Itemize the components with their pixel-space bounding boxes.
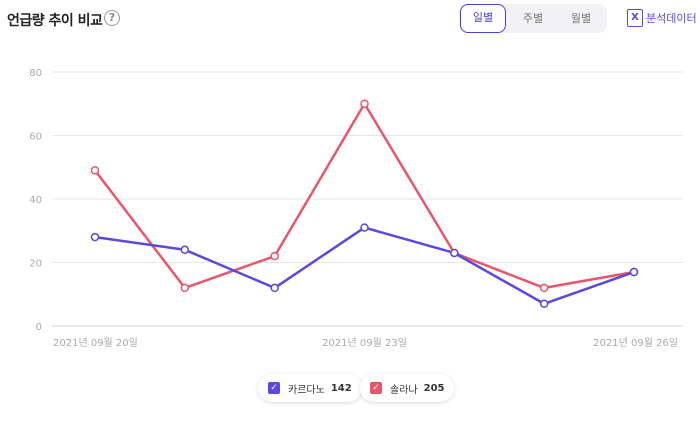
data-point <box>629 267 639 277</box>
checkbox-icon: ✓ <box>268 382 280 394</box>
x-tick-label: 2021년 09월 23일 <box>322 337 407 349</box>
tab-weekly[interactable]: 주별 <box>522 12 544 25</box>
data-point <box>360 99 369 108</box>
series-line <box>94 102 635 290</box>
excel-icon: X <box>627 9 643 27</box>
analysis-data-label: 분석데이터 <box>646 12 697 25</box>
y-tick-label: 80 <box>29 68 42 79</box>
legend-count: 205 <box>423 382 445 394</box>
data-point <box>360 223 369 232</box>
y-tick-label: 60 <box>29 132 42 143</box>
x-tick-label: 2021년 09월 20일 <box>53 337 138 349</box>
legend-item-series-2[interactable]: ✓ 솔라나 205 <box>360 374 455 402</box>
legend-item-series-1[interactable]: ✓ 카르다노 142 <box>258 374 362 402</box>
y-tick-label: 20 <box>29 259 42 270</box>
data-point <box>90 166 100 175</box>
period-tab-group: 일별 주별 월별 <box>459 4 607 33</box>
tab-monthly[interactable]: 월별 <box>570 12 592 25</box>
legend-label: 카르다노 <box>288 384 325 396</box>
line-chart: 0 20 40 60 80 2021년 09월 20일 2021년 09월 23일 2021년… <box>29 68 683 349</box>
data-point <box>270 251 279 261</box>
data-point <box>90 232 100 242</box>
data-point <box>539 299 549 309</box>
page-title: 언급량 추이 비교 <box>7 13 103 29</box>
x-tick-label: 2021년 09월 26일 <box>593 337 678 349</box>
data-point <box>539 283 549 293</box>
data-point <box>450 248 459 258</box>
help-icon[interactable]: ? <box>104 10 120 26</box>
legend-count: 142 <box>330 382 352 394</box>
y-tick-label: 40 <box>29 195 42 206</box>
analysis-data-button[interactable]: X 분석데이터 <box>627 8 697 28</box>
series-line <box>94 226 635 306</box>
data-point <box>180 283 190 293</box>
tab-daily[interactable]: 일별 <box>460 4 506 33</box>
chart-header: 언급량 추이 비교 ? 일별 주별 월별 X 분석데이터 <box>0 0 700 40</box>
data-point <box>180 245 190 255</box>
y-tick-label: 0 <box>36 322 42 333</box>
checkbox-icon: ✓ <box>370 382 382 394</box>
data-point <box>270 283 279 293</box>
legend-label: 솔라나 <box>390 384 418 396</box>
